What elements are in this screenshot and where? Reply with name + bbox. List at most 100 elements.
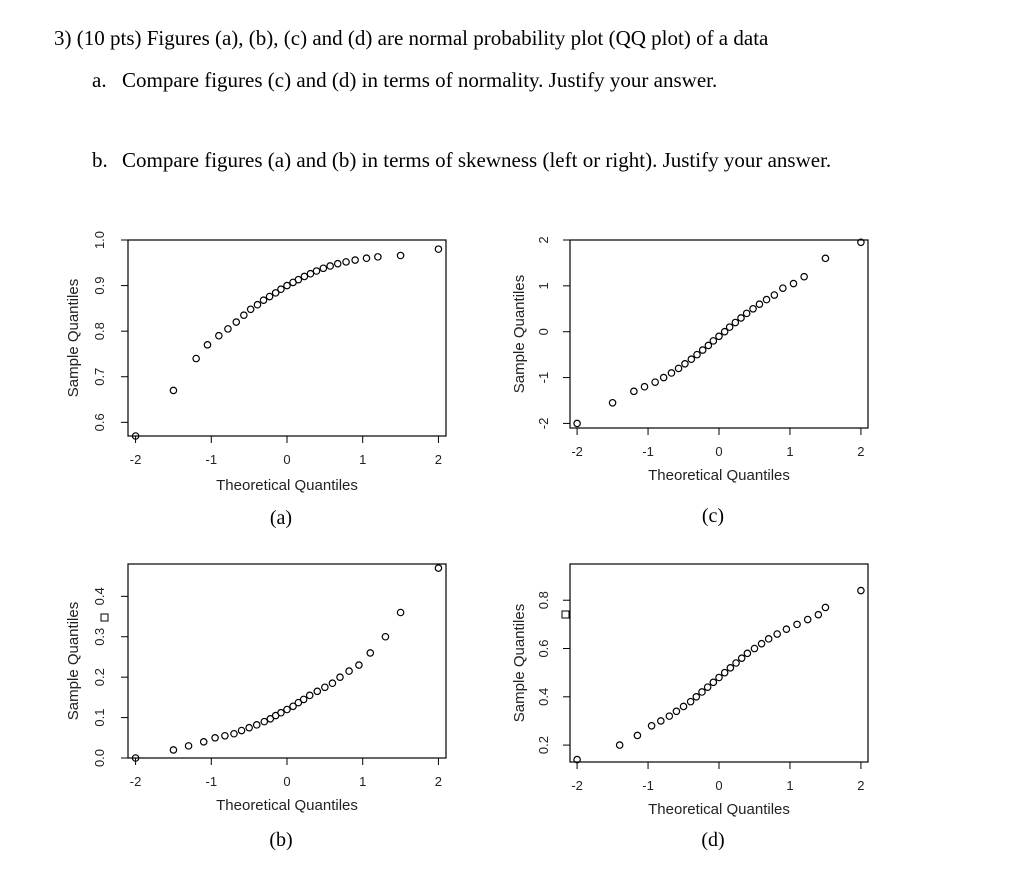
data-point [640, 382, 649, 391]
panel-label: (c) [702, 505, 724, 527]
y-tick-label: 0.8 [92, 322, 107, 340]
small-square-mark [561, 610, 570, 619]
data-point [803, 615, 812, 624]
y-tick-label: 0.3 [92, 628, 107, 646]
data-point [731, 318, 740, 327]
qq-plot-c: -2 -1 0 1 2 -2 -1 0 1 2 Theoretical Quantiles Sampl… [511, 236, 869, 527]
panel-label: (b) [269, 829, 292, 851]
panel-label: (d) [701, 829, 724, 851]
x-tick-label: -2 [130, 452, 142, 467]
x-tick-label: 1 [359, 452, 366, 467]
part-b-label: b. [92, 148, 108, 172]
data-point [709, 337, 718, 345]
x-tick-label: 0 [283, 452, 290, 467]
data-point [715, 673, 723, 682]
data-point [737, 654, 746, 662]
data-point [396, 608, 405, 617]
data-point [755, 300, 764, 308]
y-tick-label: 1 [536, 282, 551, 289]
data-point [312, 267, 321, 275]
data-point [224, 325, 232, 333]
y-tick-label: 2 [536, 236, 551, 243]
data-point [277, 285, 285, 294]
data-point [770, 291, 779, 299]
x-axis-title: Theoretical Quantiles [216, 477, 358, 494]
data-point [742, 309, 751, 318]
data-point [672, 707, 681, 716]
y-tick-label: 0.0 [92, 749, 107, 767]
data-point [615, 741, 624, 749]
x-tick-label: 2 [435, 452, 442, 467]
qq-plot-a: -2 -1 0 1 2 0.6 0.7 0.8 0.9 1.0 Theoretical Quanti… [65, 231, 447, 529]
data-point [692, 693, 701, 701]
data-point [651, 378, 659, 386]
data-point [319, 264, 328, 273]
x-tick-label: 2 [857, 444, 864, 459]
x-tick-label: -2 [571, 444, 583, 459]
qq-plot-d: -2 -1 0 1 2 0.2 0.4 0.6 0.8 Theoretical Quantiles… [511, 563, 869, 851]
data-point [131, 754, 140, 762]
x-tick-label: -2 [571, 778, 583, 793]
data-point [814, 610, 823, 619]
data-point [321, 683, 329, 692]
data-point [232, 318, 241, 326]
data-point [687, 355, 696, 364]
question-header: 3) (10 pts) Figures (a), (b), (c) and (d… [54, 26, 769, 50]
data-point [203, 341, 212, 349]
part-a-text: Compare figures (c) and (d) in terms of … [122, 68, 718, 92]
data-point [749, 304, 757, 313]
y-tick-label: 0.7 [92, 368, 107, 386]
data-point [762, 295, 771, 304]
data-point [821, 254, 830, 263]
data-point [252, 721, 261, 729]
data-point [608, 398, 617, 407]
y-axis-title: Sample Quantiles [511, 604, 528, 722]
data-point [342, 258, 350, 266]
y-axis-title: Sample Quantiles [511, 275, 528, 393]
y-tick-label: -1 [536, 372, 551, 384]
data-point [245, 723, 253, 732]
data-point [725, 323, 734, 331]
data-point [757, 639, 766, 648]
data-point [374, 253, 382, 261]
x-tick-label: 0 [283, 774, 290, 789]
data-point [698, 688, 706, 696]
data-point [289, 702, 297, 711]
y-tick-label: 0.2 [536, 736, 551, 754]
x-tick-label: 2 [435, 774, 442, 789]
data-point [732, 659, 740, 667]
data-point [679, 702, 688, 711]
data-point [633, 731, 642, 740]
y-tick-label: 0.6 [536, 639, 551, 657]
y-tick-label: 0.8 [536, 591, 551, 609]
data-point [789, 279, 798, 288]
data-point [667, 369, 676, 377]
data-point [299, 695, 308, 704]
data-point [355, 661, 363, 669]
data-point [240, 311, 248, 320]
data-point [277, 708, 285, 717]
x-tick-label: 1 [786, 444, 793, 459]
data-point [779, 284, 787, 292]
y-tick-label: 0.6 [92, 413, 107, 431]
x-tick-label: 2 [857, 778, 864, 793]
data-point [253, 300, 262, 309]
y-axis-title: Sample Quantiles [65, 602, 82, 720]
y-tick-label: 0.9 [92, 277, 107, 295]
data-point [184, 742, 193, 750]
data-point [821, 603, 830, 612]
data-point [573, 755, 581, 764]
data-point [396, 251, 405, 260]
data-point [674, 364, 683, 373]
plot-frame [127, 239, 447, 437]
data-point [351, 256, 359, 264]
y-tick-label: 0 [536, 328, 551, 335]
data-point [266, 714, 275, 723]
data-point [698, 346, 707, 354]
data-point [305, 691, 314, 700]
data-point [720, 668, 729, 677]
x-tick-label: 0 [715, 444, 722, 459]
y-tick-label: 1.0 [92, 231, 107, 249]
small-square-mark [100, 613, 109, 622]
